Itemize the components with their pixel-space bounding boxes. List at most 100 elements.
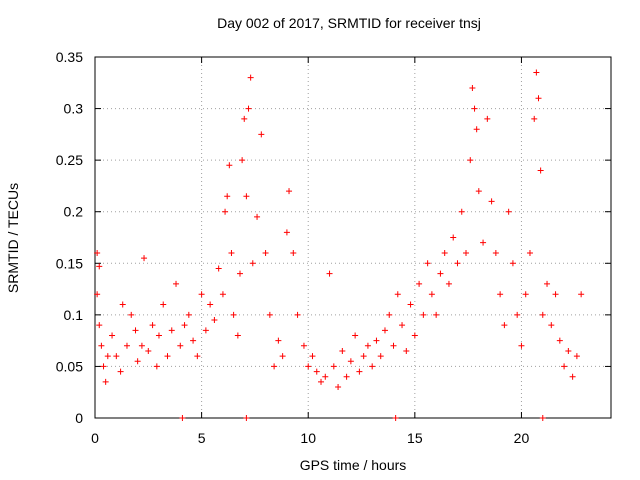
chart-title: Day 002 of 2017, SRMTID for receiver tns…	[217, 15, 481, 31]
data-point	[215, 265, 222, 272]
data-point	[416, 280, 423, 287]
y-tick-label: 0.05	[56, 358, 83, 374]
data-point	[537, 167, 544, 174]
data-point	[347, 358, 354, 365]
data-point	[113, 353, 120, 360]
data-point	[390, 342, 397, 349]
data-point	[173, 280, 180, 287]
data-point	[117, 368, 124, 375]
data-point	[155, 332, 162, 339]
data-point	[241, 115, 248, 122]
data-point	[190, 337, 197, 344]
data-point	[219, 291, 226, 298]
data-point	[539, 311, 546, 318]
data-point	[369, 363, 376, 370]
data-point	[458, 208, 465, 215]
data-point	[94, 291, 101, 298]
data-point	[243, 415, 250, 421]
data-point	[230, 311, 237, 318]
data-point	[222, 208, 229, 215]
data-point	[96, 322, 103, 329]
data-point	[343, 373, 350, 380]
data-point	[394, 291, 401, 298]
y-tick-label: 0.15	[56, 255, 83, 271]
data-point	[377, 353, 384, 360]
data-point	[185, 311, 192, 318]
data-point	[239, 157, 246, 164]
data-point	[226, 162, 233, 169]
data-point	[433, 311, 440, 318]
data-point	[228, 249, 235, 256]
data-point	[318, 378, 325, 385]
data-points	[94, 69, 585, 421]
data-point	[194, 353, 201, 360]
data-point	[335, 384, 342, 391]
x-tick-label: 15	[407, 430, 423, 446]
data-point	[245, 105, 252, 112]
data-point	[132, 327, 139, 334]
data-point	[134, 358, 141, 365]
data-point	[445, 280, 452, 287]
data-point	[266, 311, 273, 318]
data-point	[522, 291, 529, 298]
data-point	[544, 280, 551, 287]
data-point	[94, 249, 101, 256]
data-point	[141, 255, 148, 262]
data-point	[352, 332, 359, 339]
data-point	[531, 115, 538, 122]
data-point	[254, 213, 261, 220]
data-point	[119, 301, 126, 308]
x-tick-label: 10	[300, 430, 316, 446]
data-point	[492, 249, 499, 256]
data-point	[403, 347, 410, 354]
data-point	[339, 347, 346, 354]
data-point	[128, 311, 135, 318]
data-point	[145, 347, 152, 354]
data-point	[533, 69, 540, 76]
data-point	[249, 260, 256, 267]
data-point	[373, 337, 380, 344]
data-point	[286, 188, 293, 195]
data-point	[484, 115, 491, 122]
data-point	[399, 322, 406, 329]
x-tick-label: 5	[198, 430, 206, 446]
data-point	[578, 291, 585, 298]
data-point	[526, 249, 533, 256]
data-point	[475, 188, 482, 195]
y-axis-label: SRMTID / TECUs	[5, 183, 21, 293]
data-point	[573, 353, 580, 360]
data-point	[565, 347, 572, 354]
data-point	[313, 368, 320, 375]
data-point	[381, 327, 388, 334]
plot-frame	[94, 56, 612, 419]
data-point	[497, 291, 504, 298]
y-tick-label: 0.2	[64, 204, 84, 220]
data-point	[356, 368, 363, 375]
data-point	[181, 322, 188, 329]
data-point	[514, 311, 521, 318]
data-point	[149, 322, 156, 329]
data-point	[548, 322, 555, 329]
data-point	[179, 415, 186, 421]
data-point	[168, 327, 175, 334]
data-point	[535, 95, 542, 102]
data-point	[271, 363, 278, 370]
data-point	[420, 311, 427, 318]
data-point	[164, 353, 171, 360]
y-tick-label: 0.25	[56, 152, 83, 168]
data-point	[160, 301, 167, 308]
data-point	[518, 342, 525, 349]
data-point	[300, 342, 307, 349]
y-tick-label: 0.35	[56, 49, 83, 65]
data-point	[96, 263, 103, 270]
data-point	[123, 342, 130, 349]
data-point	[202, 327, 209, 334]
data-point	[102, 378, 109, 385]
data-point	[463, 249, 470, 256]
data-point	[360, 353, 367, 360]
data-point	[407, 301, 414, 308]
data-point	[411, 332, 418, 339]
grid	[95, 57, 611, 418]
data-point	[471, 105, 478, 112]
data-point	[501, 322, 508, 329]
